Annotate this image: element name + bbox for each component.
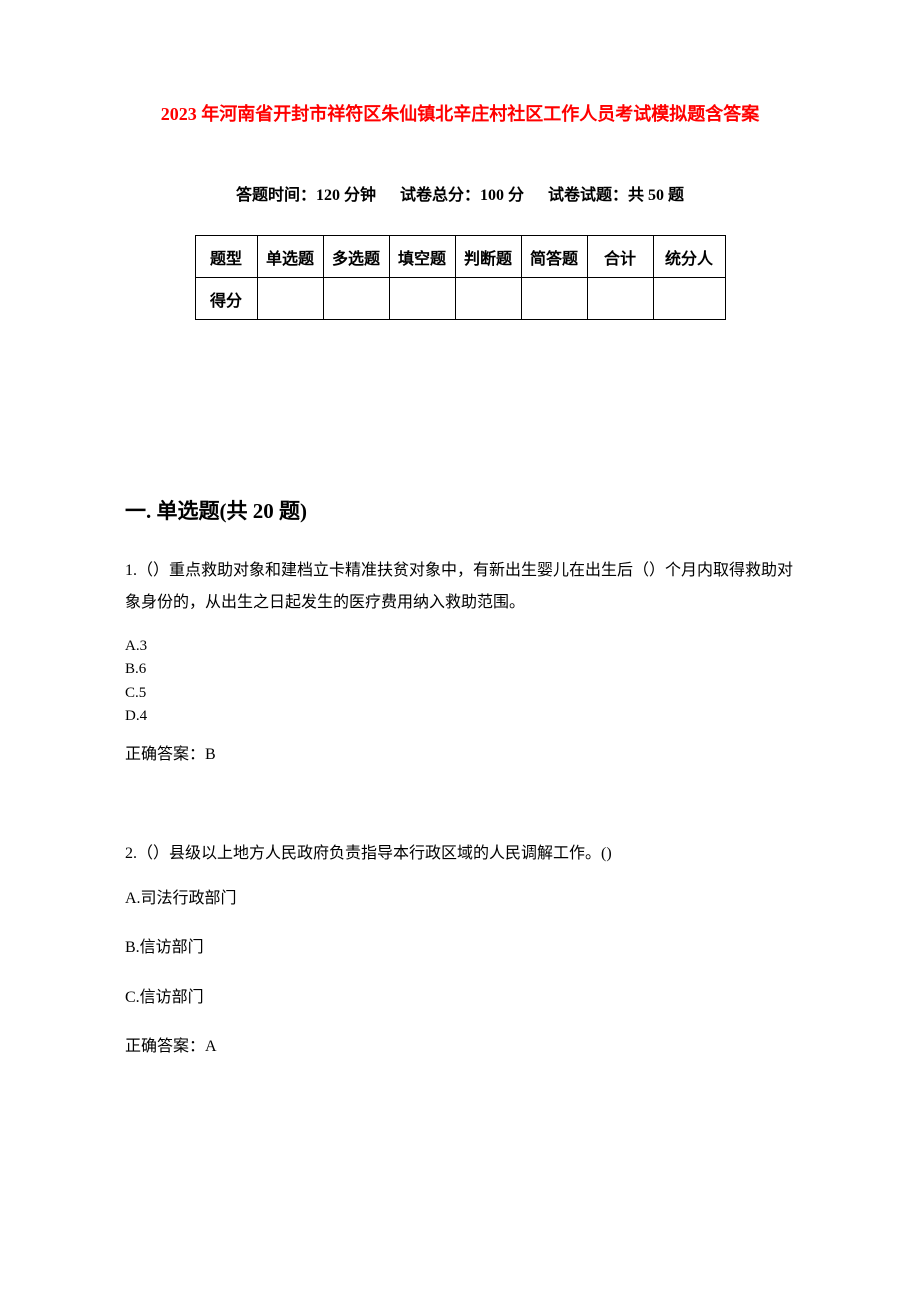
table-cell: 多选题: [323, 236, 389, 278]
question-text: 1.（）重点救助对象和建档立卡精准扶贫对象中，有新出生婴儿在出生后（）个月内取得…: [125, 555, 795, 619]
question-text: 2.（）县级以上地方人民政府负责指导本行政区域的人民调解工作。(): [125, 838, 795, 870]
option-a: A.3: [125, 635, 795, 658]
table-cell: [257, 278, 323, 320]
answer-text: 正确答案：B: [125, 742, 795, 768]
table-cell: 判断题: [455, 236, 521, 278]
table-cell: [653, 278, 725, 320]
table-cell: 单选题: [257, 236, 323, 278]
option-b: B.信访部门: [125, 935, 795, 961]
table-cell: 填空题: [389, 236, 455, 278]
table-cell: 合计: [587, 236, 653, 278]
exam-meta: 答题时间：120 分钟 试卷总分：100 分 试卷试题：共 50 题: [125, 181, 795, 205]
exam-title: 2023 年河南省开封市祥符区朱仙镇北辛庄村社区工作人员考试模拟题含答案: [125, 100, 795, 126]
meta-total: 试卷总分：100 分: [400, 187, 524, 204]
table-cell: 统分人: [653, 236, 725, 278]
table-row: 得分: [195, 278, 725, 320]
option-c: C.5: [125, 682, 795, 705]
table-cell: 得分: [195, 278, 257, 320]
table-cell: [455, 278, 521, 320]
question-2: 2.（）县级以上地方人民政府负责指导本行政区域的人民调解工作。() A.司法行政…: [125, 838, 795, 1060]
table-cell: 题型: [195, 236, 257, 278]
question-options: A.3 B.6 C.5 D.4: [125, 635, 795, 728]
option-b: B.6: [125, 658, 795, 681]
section-heading: 一. 单选题(共 20 题): [125, 495, 795, 525]
option-c: C.信访部门: [125, 985, 795, 1011]
table-cell: [323, 278, 389, 320]
table-cell: 简答题: [521, 236, 587, 278]
table-cell: [521, 278, 587, 320]
table-cell: [389, 278, 455, 320]
table-row: 题型 单选题 多选题 填空题 判断题 简答题 合计 统分人: [195, 236, 725, 278]
option-d: D.4: [125, 705, 795, 728]
question-options: A.司法行政部门 B.信访部门 C.信访部门: [125, 886, 795, 1011]
table-cell: [587, 278, 653, 320]
score-table: 题型 单选题 多选题 填空题 判断题 简答题 合计 统分人 得分: [195, 235, 726, 320]
option-a: A.司法行政部门: [125, 886, 795, 912]
question-1: 1.（）重点救助对象和建档立卡精准扶贫对象中，有新出生婴儿在出生后（）个月内取得…: [125, 555, 795, 768]
answer-text: 正确答案：A: [125, 1034, 795, 1060]
meta-time: 答题时间：120 分钟: [236, 187, 376, 204]
meta-count: 试卷试题：共 50 题: [548, 187, 684, 204]
